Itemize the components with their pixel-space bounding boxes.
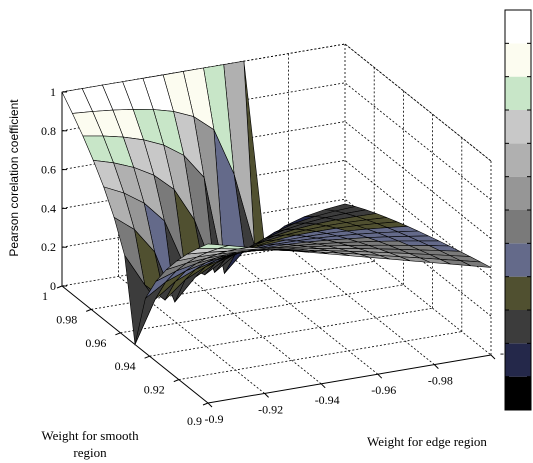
y-tick-label: 0.98	[56, 312, 77, 326]
colorbar-swatch	[505, 143, 531, 177]
x-tick-mark	[320, 383, 326, 389]
x-tick-label: -0.92	[258, 402, 283, 416]
z-tick-label: 0.8	[41, 124, 56, 138]
y-tick-label: 1	[42, 289, 48, 303]
x-tick-mark	[377, 373, 383, 379]
y-tick-mark	[144, 355, 150, 359]
y-axis-label-line2: region	[73, 445, 107, 460]
colorbar-swatch	[505, 110, 531, 144]
colorbar-swatch	[505, 10, 531, 44]
y-tick-mark	[202, 402, 209, 406]
y-tick-mark	[56, 285, 63, 289]
x-tick-label: -0.9	[205, 412, 224, 426]
colorbar-swatch	[505, 243, 531, 277]
x-tick-label: -0.94	[315, 393, 340, 407]
z-tick-label: 0	[50, 279, 56, 293]
colorbar-swatch	[505, 276, 531, 310]
z-tick-label: 1	[50, 85, 56, 99]
y-tick-label: 0.94	[115, 359, 136, 373]
floor-grid-line	[231, 256, 379, 375]
box-edge	[344, 237, 492, 356]
x-tick-mark	[490, 354, 496, 360]
x-tick-mark	[264, 393, 269, 398]
colorbar-swatch	[505, 343, 531, 377]
colorbar-swatch	[505, 76, 531, 110]
axis-ticks: -0.9-0.92-0.94-0.96-0.98-10.90.920.940.9…	[41, 85, 510, 428]
surface-facet	[197, 243, 229, 249]
x-tick-label: -0.96	[371, 383, 396, 397]
z-tick-label: 0.2	[41, 240, 56, 254]
floor-grid-line	[149, 307, 433, 357]
z-tick-label: 0.6	[41, 163, 56, 177]
z-axis-label: Pearson corelation coefficient	[7, 99, 21, 257]
colorbar-swatch	[505, 210, 531, 244]
surface-plot	[61, 60, 492, 346]
y-tick-mark	[86, 308, 92, 312]
y-tick-label: 0.96	[85, 336, 106, 350]
floor-grid-line	[118, 276, 265, 394]
y-tick-mark	[115, 332, 121, 336]
floor-grid-line	[288, 247, 435, 365]
x-axis-label: Weight for edge region	[367, 434, 487, 449]
colorbar-swatch	[505, 43, 531, 77]
colorbar-swatch	[505, 176, 531, 210]
colorbar	[504, 9, 532, 411]
colorbar-swatch	[505, 376, 531, 410]
x-tick-mark	[434, 364, 439, 369]
y-tick-label: 0.92	[144, 383, 165, 397]
y-axis-label-line1: Weight for smooth	[41, 428, 139, 443]
y-tick-mark	[173, 379, 179, 383]
x-tick-label: -0.98	[428, 374, 453, 388]
x-tick-mark	[207, 402, 213, 408]
z-tick-label: 0.4	[41, 201, 56, 215]
x-axis-line	[207, 354, 492, 404]
floor-grid-line	[174, 266, 322, 385]
colorbar-swatch	[505, 310, 531, 344]
y-tick-label: 0.9	[187, 414, 202, 428]
floor-grid-line	[178, 331, 462, 380]
